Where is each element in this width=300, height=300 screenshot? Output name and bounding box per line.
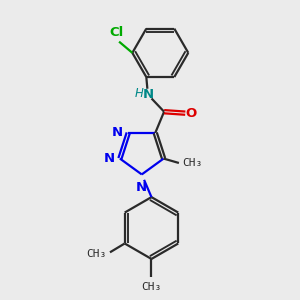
Text: Cl: Cl: [109, 26, 123, 39]
Text: H: H: [135, 87, 143, 100]
Text: N: N: [112, 126, 123, 140]
Text: O: O: [186, 107, 197, 120]
Text: CH₃: CH₃: [86, 249, 106, 259]
Text: N: N: [136, 181, 147, 194]
Text: CH₃: CH₃: [183, 158, 203, 168]
Text: N: N: [142, 88, 154, 101]
Text: CH₃: CH₃: [141, 282, 162, 292]
Text: N: N: [103, 152, 115, 165]
